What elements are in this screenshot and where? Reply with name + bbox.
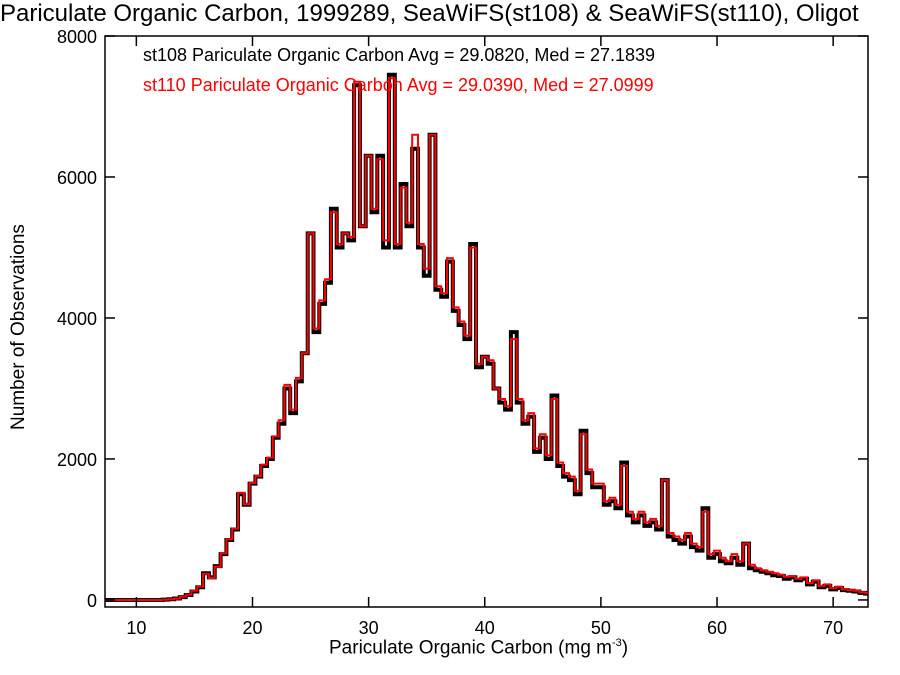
annotation-st110: st110 Pariculate Organic Carbon Avg = 29… — [143, 75, 654, 95]
x-tick-label: 20 — [242, 618, 262, 638]
y-tick-label: 0 — [87, 591, 97, 611]
y-tick-label: 2000 — [57, 450, 97, 470]
x-tick-label: 60 — [707, 618, 727, 638]
annotation-st108: st108 Pariculate Organic Carbon Avg = 29… — [143, 45, 656, 65]
series-st108-line — [105, 72, 868, 602]
plot-frame — [104, 35, 869, 608]
y-tick-label: 6000 — [57, 168, 97, 188]
y-tick-label: 4000 — [57, 309, 97, 329]
y-axis-label: Number of Observations — [8, 224, 29, 430]
y-axis-label-container: Number of Observations — [8, 224, 38, 460]
x-tick-label: 70 — [823, 618, 843, 638]
x-axis-label: Pariculate Organic Carbon (mg m-3) — [329, 637, 628, 659]
x-tick-label: 30 — [359, 618, 379, 638]
y-tick-label: 8000 — [57, 27, 97, 47]
chart-title: Pariculate Organic Carbon, 1999289, SeaW… — [0, 0, 859, 27]
x-axis-label-exponent: -3 — [612, 637, 622, 649]
x-tick-label: 50 — [591, 618, 611, 638]
x-axis-label-text: Pariculate Organic Carbon (mg m — [329, 637, 612, 659]
x-tick-label: 40 — [475, 618, 495, 638]
tick-layer: 10 20 30 40 50 60 70 0 2000 4000 6000 8000 — [57, 27, 868, 638]
x-tick-label: 10 — [126, 618, 146, 638]
x-axis-label-close: ) — [621, 637, 629, 659]
series-st110-line — [105, 77, 868, 601]
series-layer — [105, 72, 868, 602]
